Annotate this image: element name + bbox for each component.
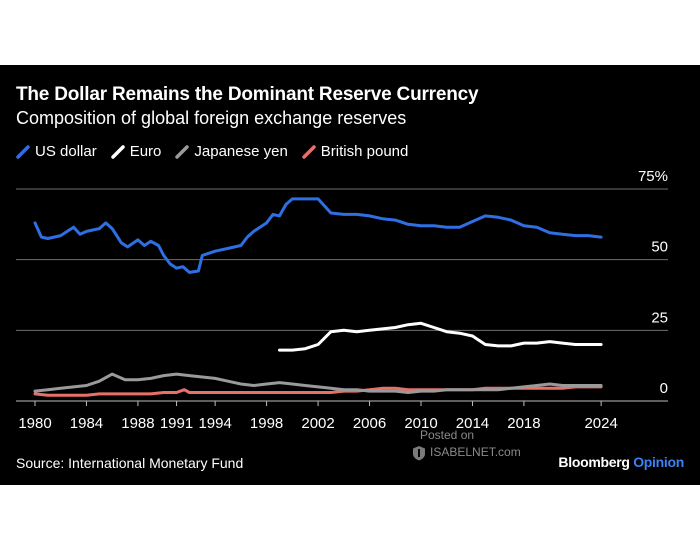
x-tick-label-1984: 1984 xyxy=(70,415,103,432)
legend-label: British pound xyxy=(320,143,409,160)
y-tick-label-75: 75% xyxy=(638,168,668,185)
x-tick-label-1998: 1998 xyxy=(250,415,283,432)
source-note: Source: International Monetary Fund xyxy=(16,455,244,471)
legend-item-british-pound: British pound xyxy=(302,143,409,160)
y-tick-label-50: 50 xyxy=(651,239,668,256)
legend-label: US dollar xyxy=(35,143,97,160)
legend-item-us-dollar: US dollar xyxy=(16,143,97,160)
chart-panel: The Dollar Remains the Dominant Reserve … xyxy=(0,65,700,485)
x-tick-label-2006: 2006 xyxy=(353,415,386,432)
legend-swatch-icon xyxy=(302,144,316,159)
isabelnet-logo-icon xyxy=(413,446,425,461)
watermark-posted-on: Posted on xyxy=(420,428,475,442)
plot-area: 0 25 50 75% 1980 1984 1988 1991 1994 1998 2002 2006… xyxy=(16,168,668,432)
y-tick-label-25: 25 xyxy=(651,309,668,326)
legend-swatch-icon xyxy=(110,144,125,159)
brand-logo: Bloomberg Opinion xyxy=(558,454,684,470)
legend-item-japanese-yen: Japanese yen xyxy=(175,143,288,160)
legend-label: Japanese yen xyxy=(194,143,288,160)
legend: US dollar Euro Japanese yen British pound xyxy=(16,143,422,160)
legend-swatch-icon xyxy=(16,144,30,159)
legend-item-euro: Euro xyxy=(110,143,162,160)
x-tick-label-2024: 2024 xyxy=(584,415,617,432)
chart-title: The Dollar Remains the Dominant Reserve … xyxy=(16,84,479,105)
x-tick-label-1980: 1980 xyxy=(18,415,51,432)
series-line-euro xyxy=(278,321,603,352)
x-tick-label-1994: 1994 xyxy=(198,415,231,432)
chart-subtitle: Composition of global foreign exchange r… xyxy=(16,108,407,128)
x-tick-label-2010: 2010 xyxy=(404,415,437,432)
y-tick-label-0: 0 xyxy=(660,380,668,397)
x-tick-label-1988: 1988 xyxy=(121,415,154,432)
brand-name: Bloomberg xyxy=(558,454,630,470)
x-tick-label-1991: 1991 xyxy=(160,415,193,432)
legend-swatch-icon xyxy=(175,144,190,159)
brand-suffix: Opinion xyxy=(633,454,684,470)
series-line-us-dollar xyxy=(33,197,603,274)
watermark-site: ISABELNET.com xyxy=(430,445,521,459)
x-tick-label-2002: 2002 xyxy=(301,415,334,432)
legend-label: Euro xyxy=(129,143,162,160)
series-line-japanese-yen xyxy=(33,372,603,394)
x-tick-label-2014: 2014 xyxy=(456,415,489,432)
x-tick-label-2018: 2018 xyxy=(507,415,540,432)
